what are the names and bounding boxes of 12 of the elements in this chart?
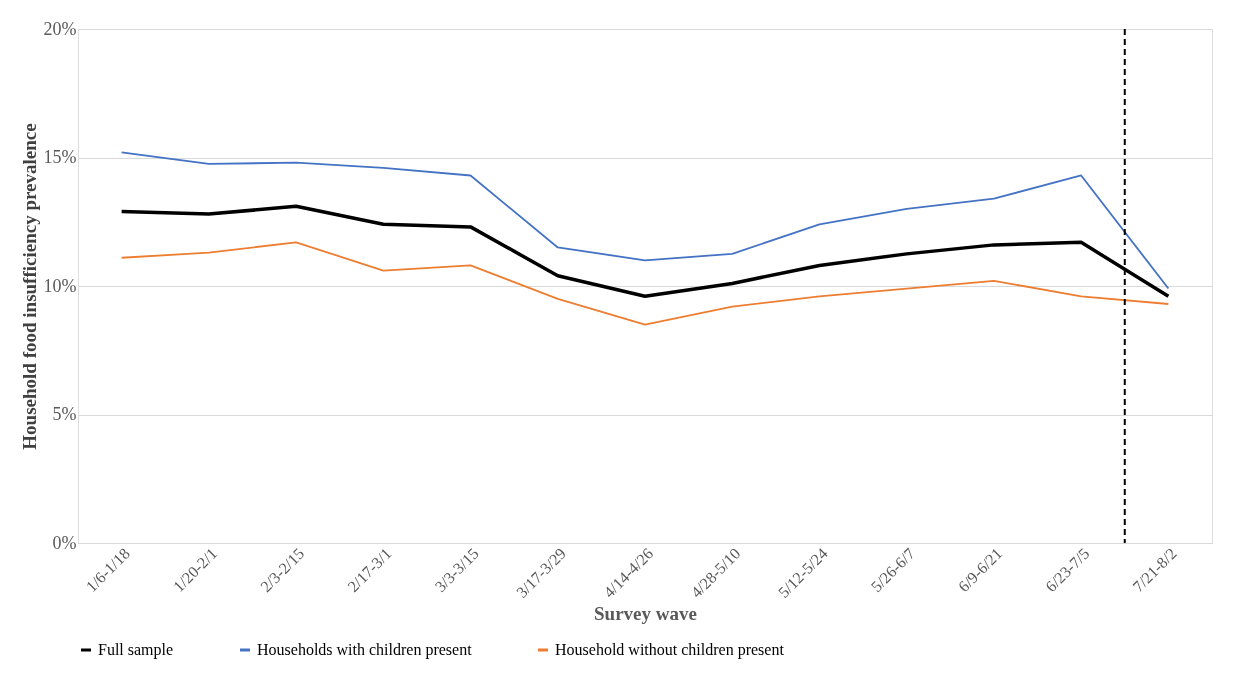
y-tick-label: 5% <box>52 404 77 424</box>
x-axis-title: Survey wave <box>594 602 697 624</box>
legend-label: Full sample <box>98 641 174 659</box>
y-tick-label: 0% <box>52 532 77 553</box>
legend-label: Households with children present <box>257 641 473 659</box>
y-axis-title: Household food insufficiency prevalence <box>18 123 40 450</box>
line-series <box>120 241 1170 326</box>
legend-label: Household without children present <box>555 641 785 659</box>
y-tick-label: 10% <box>43 275 77 296</box>
line-series <box>120 151 1170 290</box>
y-tick-label: 15% <box>43 147 77 167</box>
y-tick-label: 20% <box>43 18 77 39</box>
